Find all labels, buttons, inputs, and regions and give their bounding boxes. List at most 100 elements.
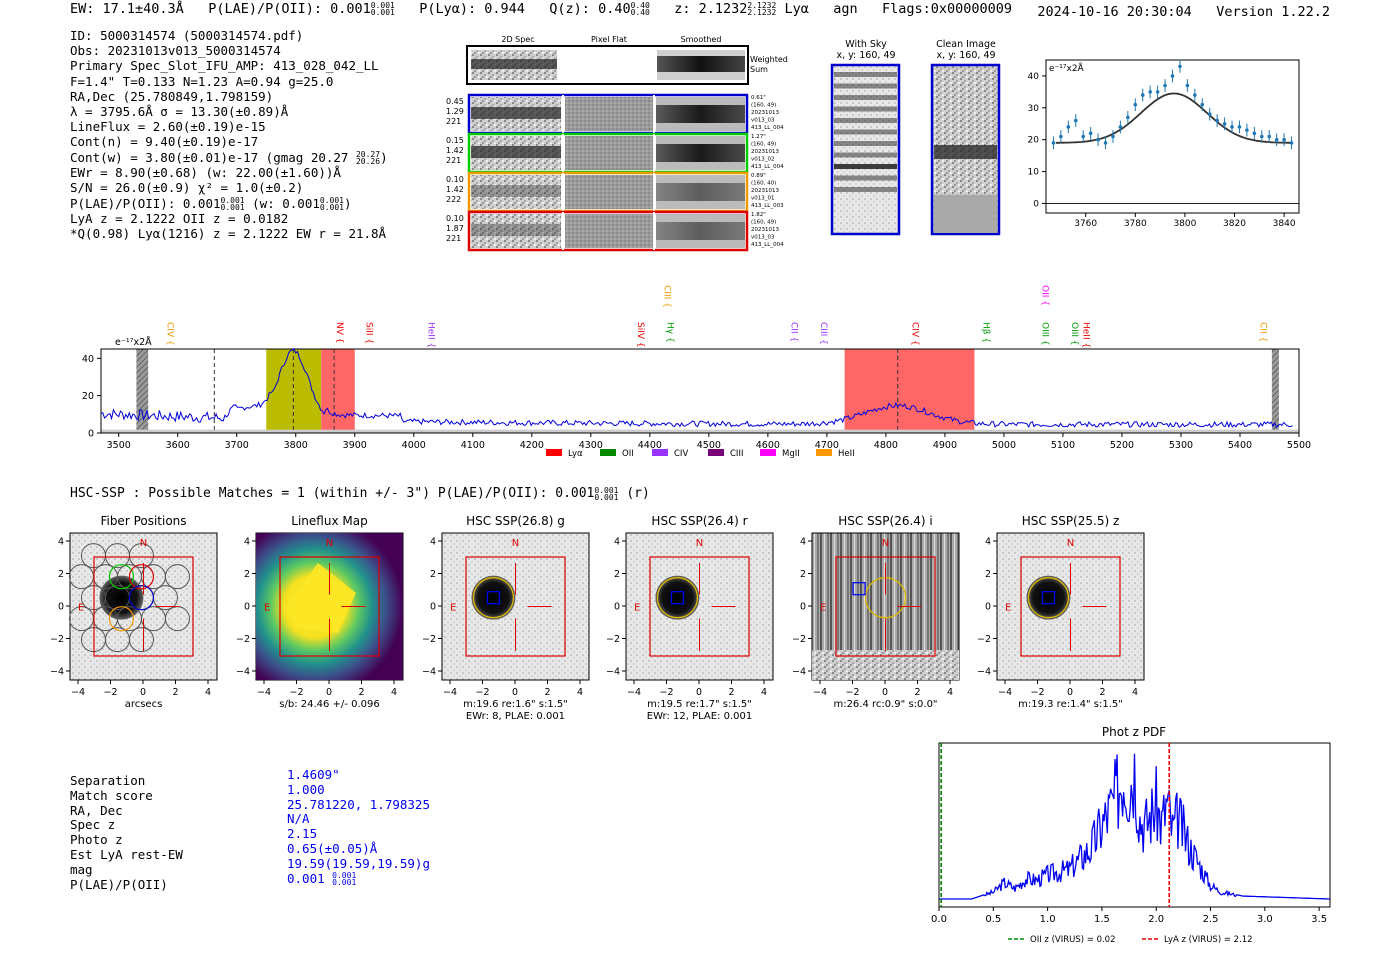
- hsc-panel-title: HSC SSP(26.8) g: [466, 514, 565, 528]
- fit-ytick-label: 30: [1028, 104, 1040, 114]
- match-label-radec: RA, Dec: [70, 802, 123, 818]
- spectrum-xtick-label: 3900: [343, 440, 367, 451]
- match-box: [852, 582, 866, 596]
- fit-data-point: [1103, 141, 1108, 145]
- fit-data-point: [1222, 121, 1227, 126]
- hsc-ytick-label: 0: [244, 602, 250, 613]
- hsc-ytick-label: −4: [606, 667, 620, 678]
- match-label-score: Match score: [70, 787, 153, 803]
- match-box: [670, 591, 685, 605]
- line-fit-plot: e⁻¹⁷x2Å 3760 3780 3800 3820 3840 0 10 20 30 40: [1028, 59, 1300, 229]
- header-plae: P(LAE)/P(OII): 0.001: [208, 1, 371, 17]
- hsc-xtick-label: 4: [947, 687, 953, 698]
- hsc-xtick-label: 2: [172, 687, 178, 698]
- fit-data-point: [1282, 137, 1286, 142]
- clean-image-xy: x, y: 160, 49: [936, 50, 995, 61]
- header-plya: P(Lyα): 0.944: [419, 1, 525, 17]
- spectrum-xtick-label: 4600: [756, 440, 780, 451]
- fit-data-point: [1178, 64, 1182, 69]
- hsc-xtick-label: −2: [103, 687, 117, 698]
- compass-e: E: [78, 603, 84, 614]
- spectrum-legend-label: CIV: [674, 449, 688, 459]
- compass-n: N: [512, 538, 519, 549]
- col-header-smoothed: Smoothed: [681, 35, 722, 44]
- hsc-ytick-label: 0: [58, 602, 64, 613]
- spectrum-masked-region: [1271, 349, 1279, 433]
- cutout-right-label: (160, 49): [751, 142, 776, 148]
- cutout-left-label: 0.10: [446, 214, 464, 223]
- search-box: [835, 556, 936, 657]
- aperture-circle: [1027, 577, 1070, 619]
- cutout-right-label: 0.89": [751, 173, 766, 179]
- cutout-left-label: 0.45: [446, 97, 464, 106]
- clean-image-title: Clean Image: [936, 39, 996, 50]
- fit-data-point: [1126, 115, 1130, 120]
- fit-data-point: [1148, 90, 1152, 94]
- hsc-caption: m:26.4 rc:0.9" s:0.0": [833, 699, 937, 710]
- hsc-panel-image: [441, 532, 590, 681]
- info-qline: *Q(0.98) Lyα(1216) z = 2.1222 EW r = 21.…: [70, 226, 387, 242]
- fit-xtick-label: 3780: [1124, 219, 1147, 229]
- hsc-xtick-label: 0: [882, 687, 888, 698]
- hsc-xtick-label: −2: [289, 687, 303, 698]
- hsc-ytick-label: −2: [606, 634, 620, 645]
- header-timestamp-version: 2024-10-16 20:30:04 Version 1.22.2: [1037, 4, 1330, 20]
- fit-data-point: [1200, 102, 1205, 107]
- fit-data-point: [1163, 83, 1167, 88]
- cutout-right-label: 1.82": [751, 212, 766, 218]
- hsc-panels: Fiber Positions N E 4 2 0 −2 −4 −4 −2 0 2 4 arcsecs Li…: [50, 514, 1145, 722]
- compass-n: N: [696, 538, 703, 549]
- hsc-xtick-label: −2: [845, 687, 859, 698]
- search-box: [649, 556, 750, 657]
- timestamp: 2024-10-16 20:30:04: [1037, 4, 1192, 20]
- hsc-ytick-label: −4: [977, 667, 991, 678]
- header-summary: EW: 17.1±40.3Å P(LAE)/P(OII): 0.0010.001…: [70, 1, 1013, 17]
- spectrum-line-label: Hγ {: [665, 322, 675, 343]
- fit-model-curve: [1055, 92, 1292, 144]
- hsc-ytick-label: 2: [800, 569, 806, 580]
- cutout-right-label: 413_LL_003: [751, 203, 784, 209]
- info-plae: P(LAE)/P(OII): 0.0010.001 0.001 (w: 0.001…: [70, 195, 352, 213]
- hsc-xtick-label: 2: [544, 687, 550, 698]
- hsc-caption: arcsecs: [125, 699, 163, 710]
- spectrum-xtick-label: 3500: [107, 440, 131, 451]
- cutout-right-label: 20231013: [751, 227, 779, 233]
- fit-data-point: [1267, 134, 1272, 139]
- spectrum-xtick-label: 4500: [697, 440, 721, 451]
- source-blob: [1026, 575, 1071, 620]
- fit-ytick-label: 20: [1028, 136, 1040, 146]
- hsc-ytick-label: −4: [50, 667, 64, 678]
- match-box: [1041, 591, 1056, 605]
- photz-curve: [939, 753, 1330, 900]
- hsc-xtick-label: 4: [1132, 687, 1138, 698]
- fit-xtick-label: 3800: [1173, 219, 1196, 229]
- match-label-photoz: Photo z: [70, 832, 123, 848]
- spectrum-xtick-label: 4300: [579, 440, 603, 451]
- match-value-ew: 0.65(±0.05)Å: [287, 840, 378, 856]
- hsc-xtick-label: −4: [443, 687, 457, 698]
- hsc-xtick-label: 2: [358, 687, 364, 698]
- spectrum-line-label: OII {: [1039, 285, 1049, 306]
- hsc-xtick-label: −2: [475, 687, 489, 698]
- search-box: [93, 556, 194, 657]
- source-blob: [99, 575, 144, 620]
- cutout-left-label: 1.29: [446, 107, 464, 116]
- hsc-xtick-label: 0: [512, 687, 518, 698]
- cutout-right-label: v013_03: [751, 235, 775, 241]
- match-value-separation: 1.4609": [287, 767, 340, 782]
- hsc-xtick-label: 0: [326, 687, 332, 698]
- fiber-circle: [128, 543, 154, 569]
- cutout-right-label: 20231013: [751, 188, 779, 194]
- with-sky-title: With Sky: [845, 39, 887, 50]
- hsc-panel-title: Lineflux Map: [291, 514, 367, 528]
- hsc-ytick-label: 4: [985, 537, 991, 548]
- hsc-xtick-label: 0: [1067, 687, 1073, 698]
- hsc-xtick-label: −4: [998, 687, 1012, 698]
- spectrum-xtick-label: 4800: [874, 440, 898, 451]
- spectrum-line-label: CII {: [1258, 322, 1268, 342]
- hsc-ytick-label: 4: [430, 537, 436, 548]
- hsc-ytick-label: 0: [985, 602, 991, 613]
- header-flags: Flags:0x00000009: [882, 1, 1013, 17]
- hsc-ytick-label: 2: [614, 569, 620, 580]
- fit-xtick-label: 3840: [1273, 219, 1296, 229]
